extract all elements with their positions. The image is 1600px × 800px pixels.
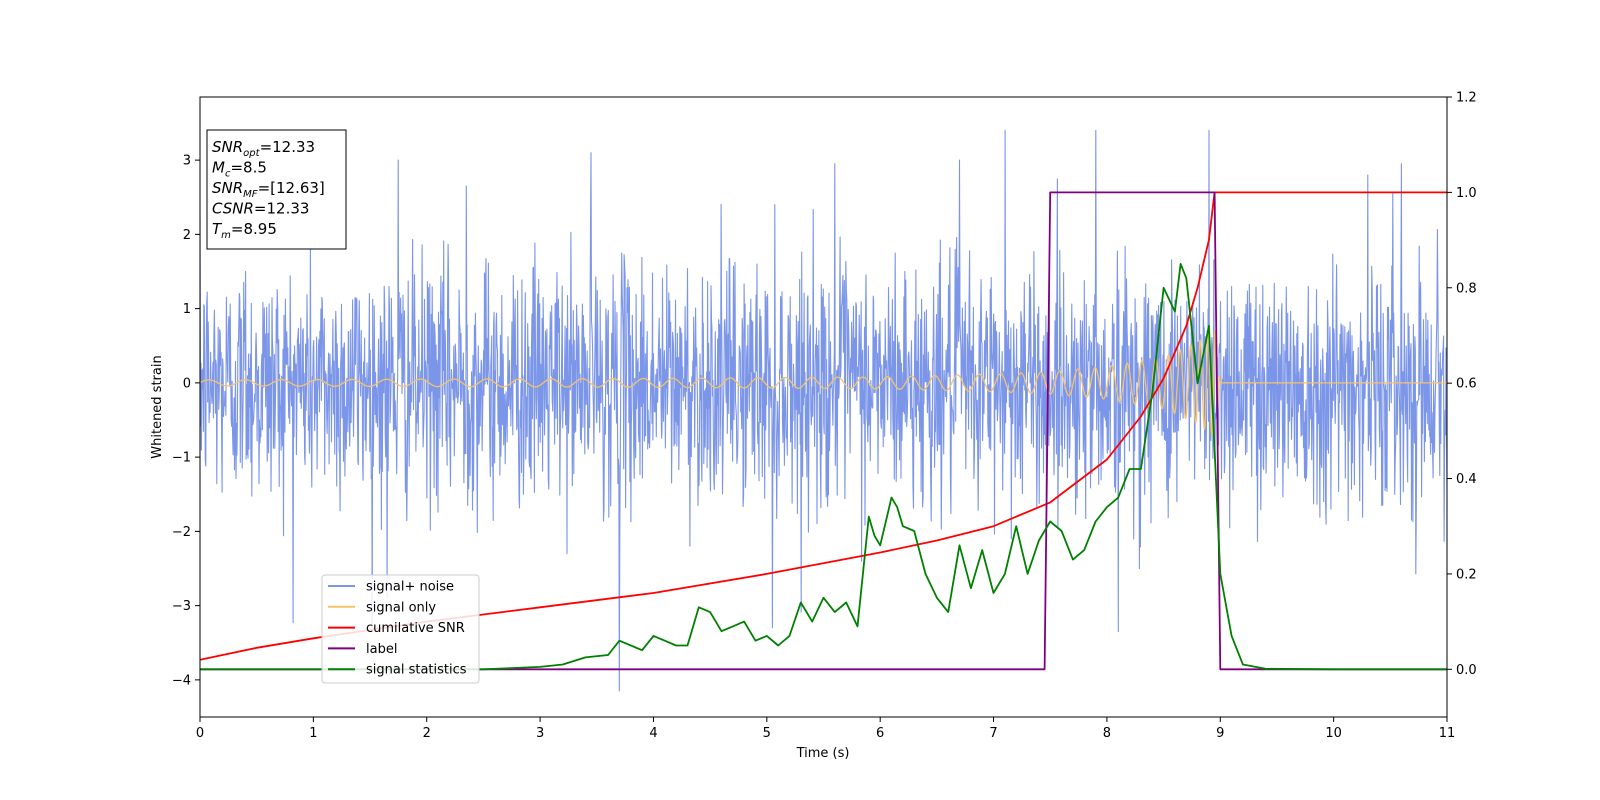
y-left-tick-label: −3: [172, 599, 191, 614]
x-tick-label: 9: [1216, 726, 1224, 741]
x-tick-label: 4: [649, 726, 657, 741]
annotation-line: Mc=8.5: [212, 159, 267, 180]
annotation-box: SNRopt=12.33Mc=8.5SNRMF=[12.63]CSNR=12.3…: [206, 129, 347, 250]
annotation-line: CSNR=12.33: [212, 200, 309, 218]
legend: signal+ noise signal only cumilative SNR la…: [321, 574, 480, 684]
plot-area-frame: [199, 96, 1448, 718]
x-tick-label: 0: [196, 726, 204, 741]
legend-label: label: [366, 642, 397, 657]
x-tick-label: 7: [989, 726, 997, 741]
series-line-signal-only: [200, 330, 1447, 437]
annotation-line: SNRopt=12.33: [212, 138, 315, 159]
series-line-label: [200, 191, 1447, 671]
y-right-tick-label: 0.0: [1456, 663, 1477, 678]
y-right-tick-label: 0.8: [1456, 281, 1477, 296]
legend-label: signal only: [366, 600, 436, 615]
annotation-line: SNRMF=[12.63]: [212, 179, 325, 200]
series-line-signal-statistics: [200, 263, 1447, 671]
x-tick-label: 3: [536, 726, 544, 741]
y-left-tick-label: 3: [183, 154, 191, 169]
axes-layer: 0 1 2 3 4 5 6 7 8 9 10 11 −4 −3 −2 −1 0 1 2 3 0.0 0.2 0.4 0.6 0.…: [172, 91, 1477, 742]
y-right-tick-label: 1.2: [1456, 91, 1477, 106]
y-right-tick-label: 1.0: [1456, 186, 1477, 201]
legend-frame: [321, 574, 480, 684]
x-tick-label: 5: [763, 726, 771, 741]
legend-label: cumilative SNR: [366, 621, 465, 636]
series-line-signal-noise: [200, 129, 1447, 692]
x-tick-label: 8: [1103, 726, 1111, 741]
y-left-tick-label: 2: [183, 228, 191, 243]
y-left-tick-label: −4: [172, 673, 191, 688]
y-left-tick-label: 1: [183, 302, 191, 317]
y-left-tick-label: −1: [172, 451, 191, 466]
x-tick-label: 1: [309, 726, 317, 741]
y-left-tick-label: 0: [183, 376, 191, 391]
y-right-tick-label: 0.4: [1456, 472, 1477, 487]
y-axis-label: Whitened strain: [150, 355, 165, 458]
y-right-tick-label: 0.2: [1456, 567, 1477, 582]
x-axis-label: Time (s): [796, 746, 850, 761]
y-right-tick-label: 0.6: [1456, 377, 1477, 392]
x-tick-label: 10: [1325, 726, 1342, 741]
annotation-frame: [206, 129, 347, 250]
x-tick-label: 2: [423, 726, 431, 741]
legend-label: signal+ noise: [366, 580, 454, 595]
y-left-tick-label: −2: [172, 525, 191, 540]
legend-label: signal statistics: [366, 663, 467, 678]
x-tick-label: 11: [1439, 726, 1456, 741]
annotation-line: Tm=8.95: [212, 220, 277, 241]
x-tick-label: 6: [876, 726, 884, 741]
